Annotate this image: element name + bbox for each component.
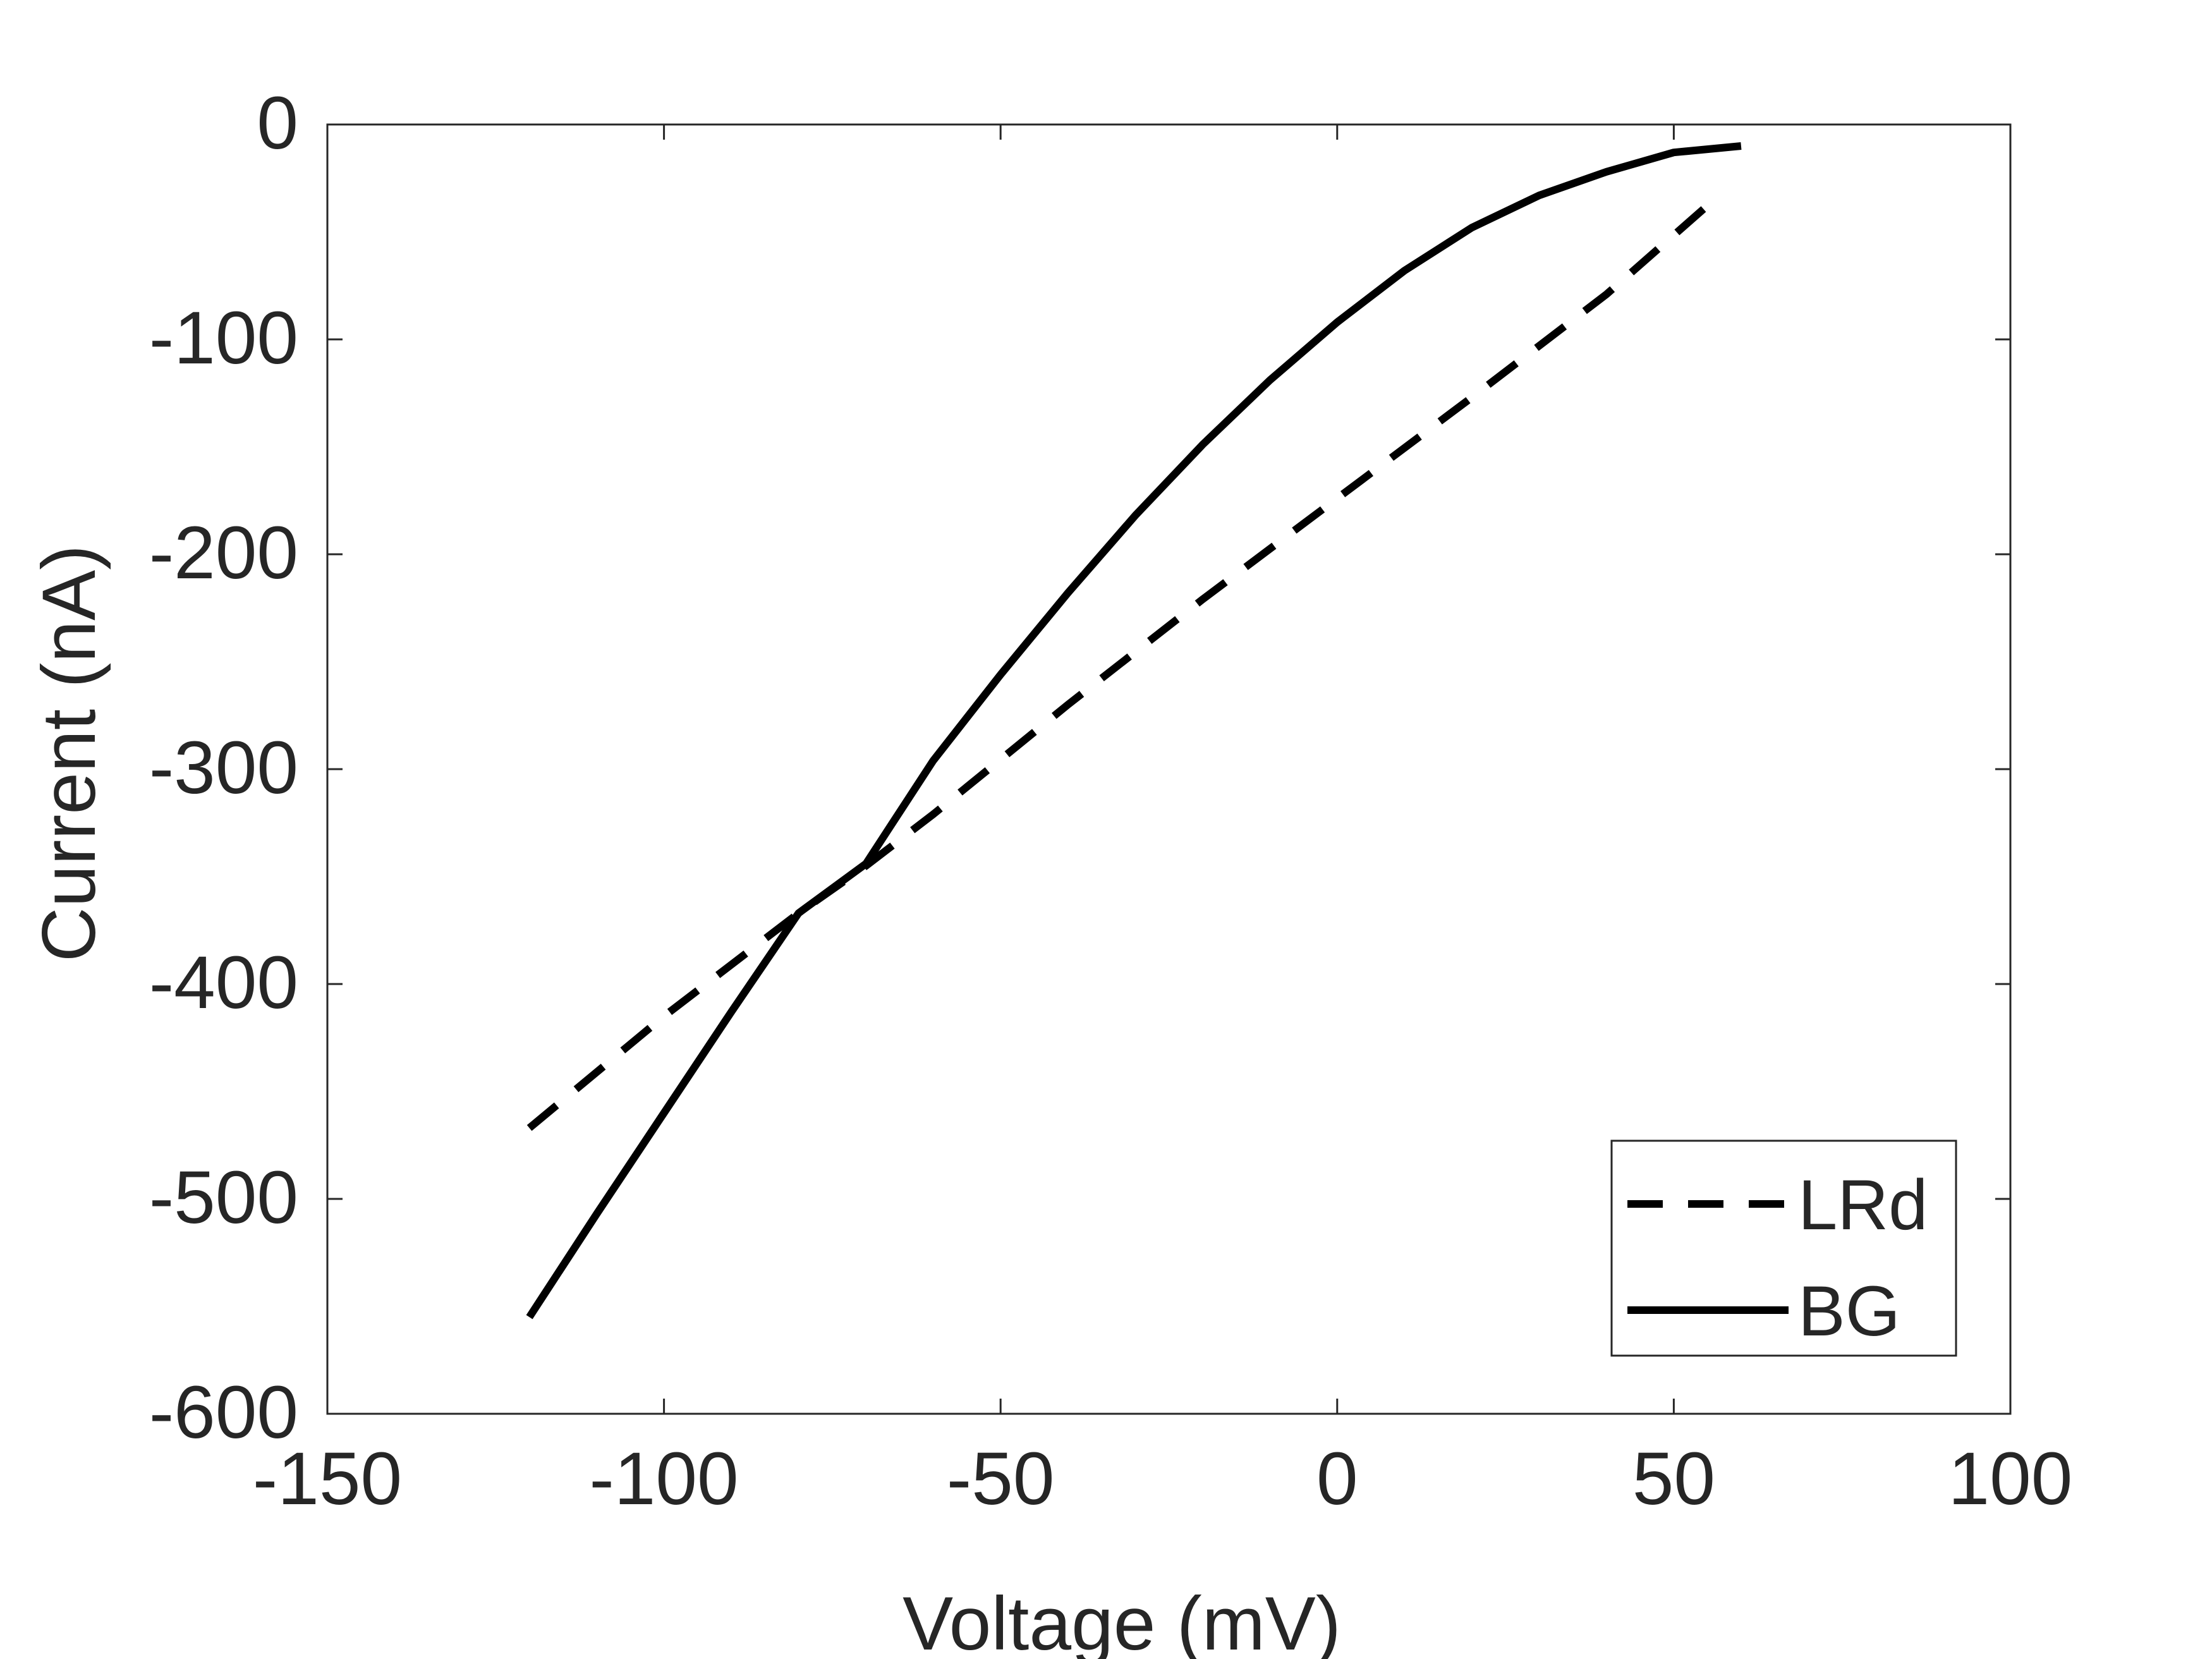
y-tick-label: -100	[149, 296, 298, 380]
x-tick-label: 50	[1632, 1437, 1715, 1521]
y-tick-label: -600	[149, 1371, 298, 1454]
y-tick-label: -300	[149, 726, 298, 810]
series-line-lrd	[526, 197, 1717, 1131]
y-axis-label: Current (nA)	[27, 545, 111, 962]
x-axis: -150 -100 -50 0 50 100	[253, 125, 2073, 1521]
series-layer	[526, 142, 1742, 1320]
x-tick-label: 100	[1948, 1437, 2073, 1521]
y-tick-label: -200	[149, 511, 298, 595]
y-axis: 0 -100 -200 -300 -400 -500 -600	[149, 82, 2010, 1454]
x-tick-label: 0	[1316, 1437, 1358, 1521]
y-tick-label: 0	[257, 82, 298, 165]
x-axis-label: Voltage (mV)	[902, 1581, 1341, 1659]
x-tick-label: -150	[253, 1437, 402, 1521]
x-tick-label: -50	[947, 1437, 1055, 1521]
y-tick-label: -400	[149, 941, 298, 1024]
legend-label-lrd: LRd	[1798, 1165, 1928, 1244]
legend-label-bg: BG	[1798, 1272, 1900, 1351]
x-tick-label: -100	[590, 1437, 739, 1521]
y-tick-label: -500	[149, 1156, 298, 1239]
legend-box	[1610, 1139, 1957, 1357]
legend: LRd BG	[1610, 1139, 1957, 1357]
series-line-bg	[526, 142, 1742, 1320]
